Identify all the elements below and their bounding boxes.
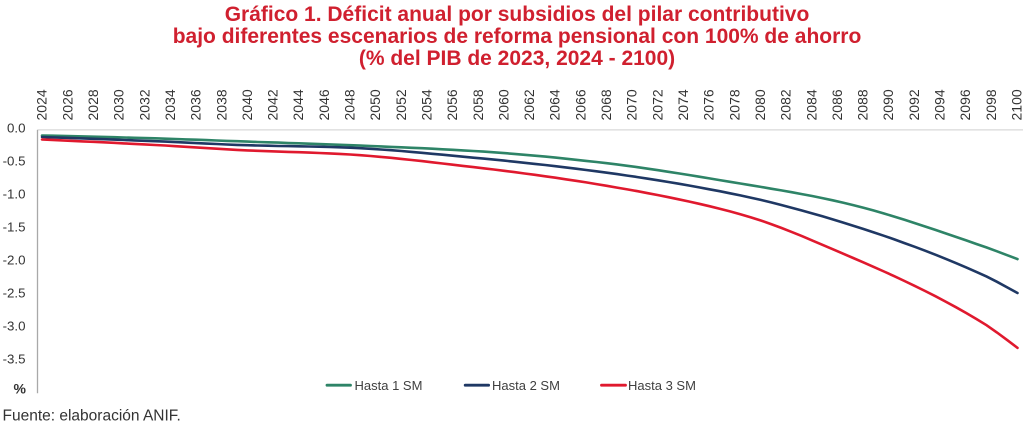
svg-text:2098: 2098 (983, 89, 999, 120)
svg-text:-1.5: -1.5 (3, 220, 26, 235)
svg-text:Hasta 1 SM: Hasta 1 SM (355, 378, 423, 393)
svg-text:bajo diferentes escenarios de: bajo diferentes escenarios de reforma pe… (173, 25, 862, 48)
svg-text:2072: 2072 (649, 89, 665, 120)
svg-text:2058: 2058 (470, 89, 486, 120)
svg-text:2080: 2080 (752, 89, 768, 120)
svg-text:-2.5: -2.5 (3, 286, 26, 301)
svg-text:2056: 2056 (444, 89, 460, 120)
svg-text:2030: 2030 (111, 89, 127, 120)
svg-text:2038: 2038 (213, 89, 229, 120)
svg-text:2044: 2044 (290, 89, 306, 120)
svg-text:-3.0: -3.0 (3, 319, 26, 334)
svg-text:2024: 2024 (34, 89, 50, 120)
svg-text:-0.5: -0.5 (3, 153, 26, 168)
svg-text:2096: 2096 (957, 89, 973, 120)
svg-text:Hasta 2 SM: Hasta 2 SM (492, 378, 560, 393)
svg-text:2032: 2032 (136, 89, 152, 120)
svg-text:%: % (14, 381, 27, 397)
svg-text:2078: 2078 (726, 89, 742, 120)
svg-text:2050: 2050 (367, 89, 383, 120)
svg-text:2086: 2086 (829, 89, 845, 120)
svg-text:Gráfico 1. Déficit anual por s: Gráfico 1. Déficit anual por subsidios d… (225, 3, 810, 26)
svg-text:2048: 2048 (342, 89, 358, 120)
svg-text:2068: 2068 (598, 89, 614, 120)
svg-text:(% del PIB de 2023, 2024 - 210: (% del PIB de 2023, 2024 - 2100) (359, 47, 675, 70)
svg-text:2040: 2040 (239, 89, 255, 120)
svg-text:2084: 2084 (803, 89, 819, 120)
svg-text:2042: 2042 (265, 89, 281, 120)
svg-text:2052: 2052 (393, 89, 409, 120)
svg-text:2066: 2066 (572, 89, 588, 120)
svg-text:Hasta 3 SM: Hasta 3 SM (628, 378, 696, 393)
svg-text:2060: 2060 (495, 89, 511, 120)
svg-text:-1.0: -1.0 (3, 187, 26, 202)
svg-text:0.0: 0.0 (7, 120, 26, 135)
svg-text:2082: 2082 (778, 89, 794, 120)
svg-text:2092: 2092 (906, 89, 922, 120)
svg-text:2026: 2026 (59, 89, 75, 120)
svg-text:2100: 2100 (1009, 89, 1024, 120)
svg-text:2034: 2034 (162, 89, 178, 120)
svg-text:2074: 2074 (675, 89, 691, 120)
svg-text:Fuente: elaboración ANIF.: Fuente: elaboración ANIF. (3, 408, 181, 425)
svg-text:2090: 2090 (880, 89, 896, 120)
svg-text:2054: 2054 (419, 89, 435, 120)
svg-text:-3.5: -3.5 (3, 352, 26, 367)
svg-text:2062: 2062 (521, 89, 537, 120)
svg-text:2064: 2064 (547, 89, 563, 120)
svg-text:2094: 2094 (932, 89, 948, 120)
svg-text:2046: 2046 (316, 89, 332, 120)
svg-text:-2.0: -2.0 (3, 253, 26, 268)
svg-text:2036: 2036 (188, 89, 204, 120)
svg-text:2088: 2088 (855, 89, 871, 120)
svg-text:2070: 2070 (624, 89, 640, 120)
svg-text:2028: 2028 (85, 89, 101, 120)
svg-text:2076: 2076 (701, 89, 717, 120)
